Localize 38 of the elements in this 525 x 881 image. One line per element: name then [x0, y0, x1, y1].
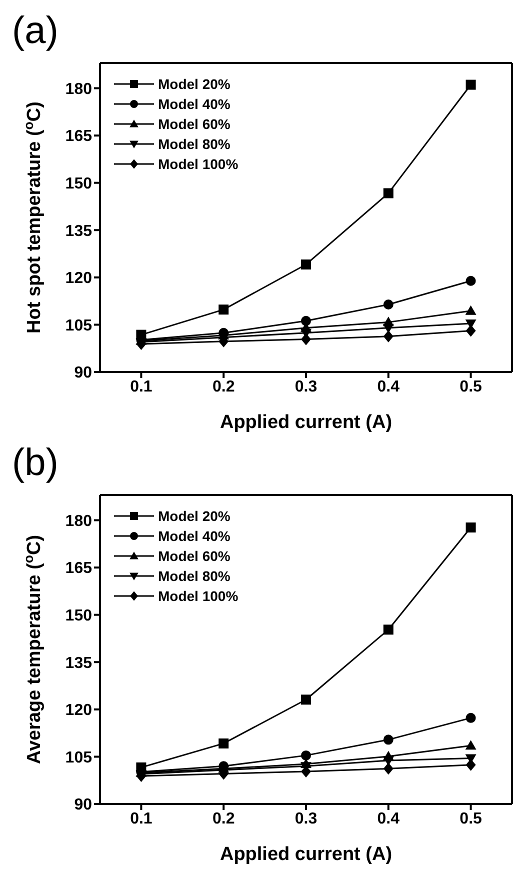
y-tick-label: 90	[74, 364, 92, 382]
x-axis-title: Applied current (A)	[220, 844, 392, 865]
chart-title: (b)	[11, 441, 60, 486]
x-tick-label: 0.1	[130, 378, 152, 396]
x-tick-label: 0.2	[212, 378, 235, 396]
x-tick-label: 0.4	[377, 810, 400, 828]
y-tick-label: 180	[65, 512, 92, 530]
x-tick-label: 0.3	[294, 810, 318, 828]
x-tick-label: 0.5	[460, 378, 482, 396]
x-tick-label: 0.3	[294, 378, 318, 396]
legend-label: Model 20%	[158, 508, 230, 524]
y-tick-label: 150	[65, 607, 92, 624]
x-axis-title: Applied current (A)	[220, 412, 392, 433]
y-tick-label: 150	[65, 175, 92, 192]
y-tick-label: 120	[65, 270, 92, 288]
x-tick-label: 0.4	[377, 378, 400, 396]
y-tick-label: 120	[65, 702, 92, 720]
legend-label: Model 80%	[158, 568, 230, 584]
x-tick-label: 0.1	[130, 810, 152, 828]
legend-label: Model 40%	[158, 528, 230, 544]
legend-label: Model 60%	[158, 116, 230, 132]
legend-label: Model 80%	[158, 136, 230, 152]
legend-label: Model 100%	[158, 588, 238, 604]
y-tick-label: 180	[65, 80, 92, 98]
y-tick-label: 105	[65, 749, 92, 766]
x-tick-label: 0.2	[212, 810, 235, 828]
y-tick-label: 165	[65, 128, 92, 146]
y-tick-label: 135	[65, 222, 92, 240]
x-tick-label: 0.5	[460, 810, 482, 828]
y-tick-label: 165	[65, 560, 92, 578]
chart-title: (a)	[11, 9, 60, 54]
legend-label: Model 60%	[158, 548, 230, 564]
y-tick-label: 135	[65, 654, 92, 672]
legend-label: Model 20%	[158, 76, 230, 92]
legend-label: Model 40%	[158, 96, 230, 112]
y-tick-label: 105	[65, 317, 92, 334]
y-tick-label: 90	[74, 796, 92, 814]
legend-label: Model 100%	[158, 156, 238, 172]
